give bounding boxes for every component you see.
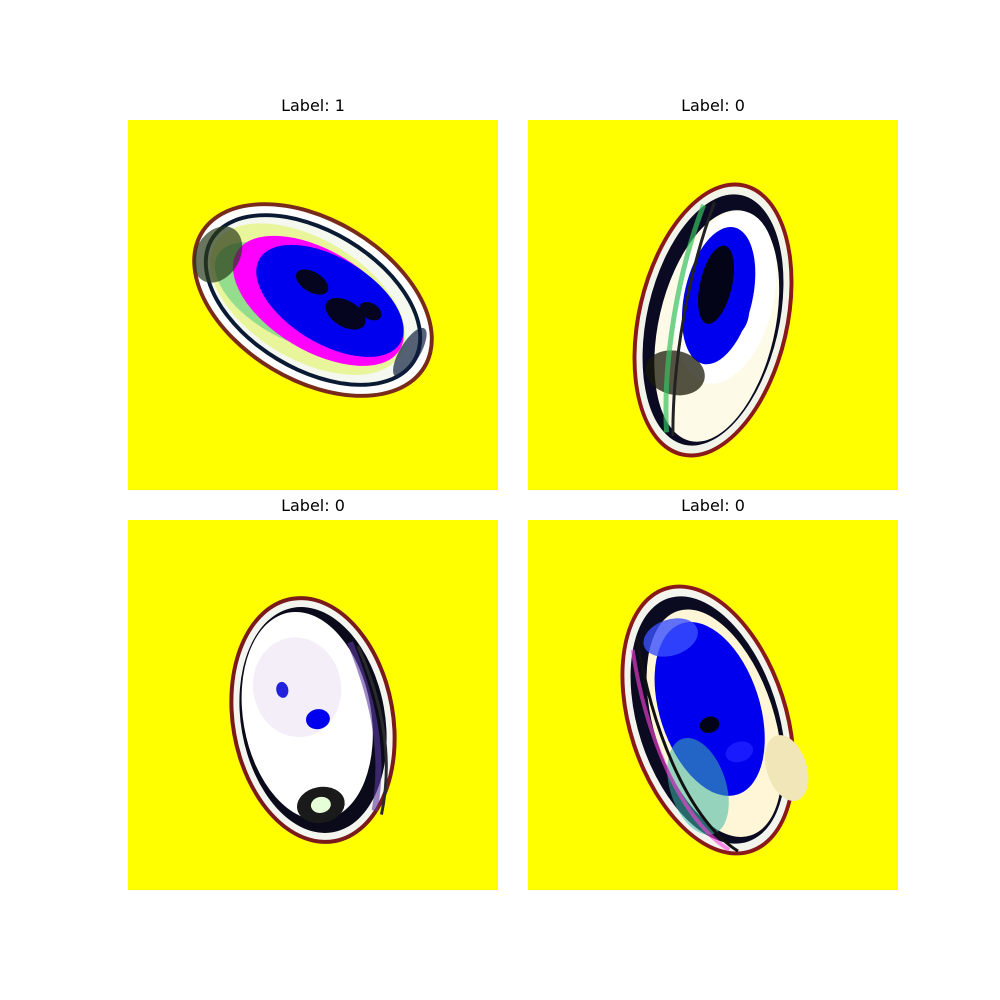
seed-image-1 [192,202,434,398]
seed-image-3 [229,596,397,844]
panel-title-3: Label: 0 [281,496,345,515]
seed-image-2 [632,182,794,458]
image-panel-4 [528,520,898,890]
panel-title-2: Label: 0 [681,96,745,115]
image-panel-1 [128,120,498,490]
image-panel-3 [128,520,498,890]
panel-title-4: Label: 0 [681,496,745,515]
image-panel-2 [528,120,898,490]
panel-title-1: Label: 1 [281,96,345,115]
seed-image-4 [620,584,809,856]
